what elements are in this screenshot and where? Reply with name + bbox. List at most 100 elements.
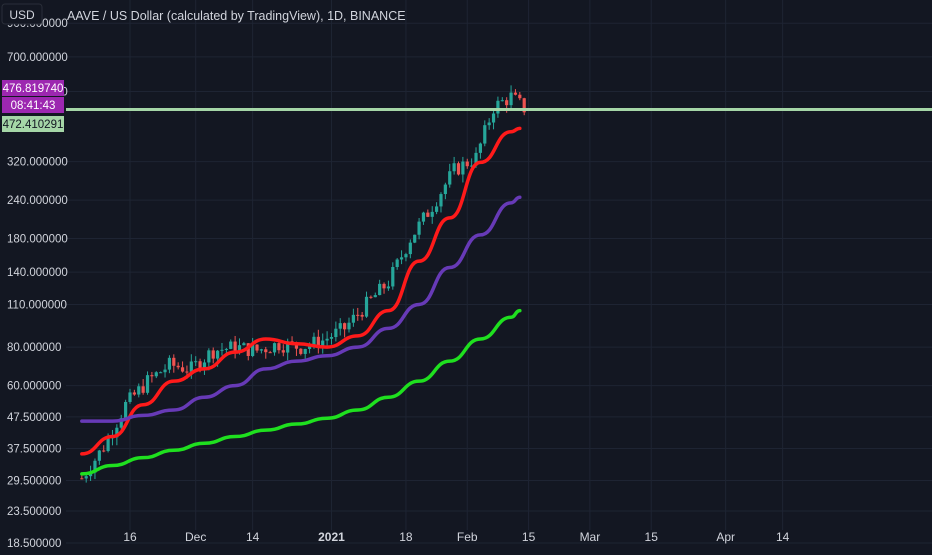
candle-body bbox=[439, 194, 443, 207]
candle-body bbox=[268, 352, 272, 354]
candle-body bbox=[426, 212, 430, 217]
candle-body bbox=[408, 242, 412, 255]
candle-body bbox=[180, 367, 185, 372]
currency-badge[interactable] bbox=[1, 3, 43, 25]
candle-body bbox=[172, 357, 176, 366]
candle-body bbox=[321, 340, 325, 349]
candle-body bbox=[202, 362, 207, 370]
candle-body bbox=[470, 165, 474, 167]
countdown-tag-bg bbox=[2, 97, 64, 113]
candle-body bbox=[395, 259, 399, 268]
ema-mid-line bbox=[80, 195, 522, 423]
candle-body bbox=[399, 257, 404, 260]
currency-label: USD bbox=[9, 8, 35, 22]
candle-body bbox=[491, 113, 496, 123]
time-tick-label: 15 bbox=[522, 530, 536, 544]
price-tick-label: 23.500000 bbox=[7, 506, 61, 518]
candle-body bbox=[132, 392, 136, 395]
candle-body bbox=[496, 100, 500, 114]
line-price-tag: 472.410291 bbox=[2, 116, 64, 132]
candle-body bbox=[137, 386, 141, 395]
candle-body bbox=[452, 163, 456, 172]
candle-body bbox=[84, 476, 88, 479]
candle-body bbox=[272, 343, 277, 353]
candle-body bbox=[299, 348, 303, 354]
candle-body bbox=[211, 350, 215, 359]
candle-body bbox=[281, 350, 285, 353]
price-tick-label: 700.000000 bbox=[7, 52, 68, 64]
candle-body bbox=[316, 336, 320, 349]
candle-body bbox=[150, 375, 154, 377]
candle-body bbox=[106, 437, 110, 452]
time-tick-label: 14 bbox=[246, 530, 260, 544]
candle-body bbox=[264, 349, 268, 353]
candle-body bbox=[378, 283, 382, 296]
candle-body bbox=[513, 92, 518, 95]
candle-body bbox=[194, 361, 198, 363]
candle-body bbox=[360, 314, 364, 317]
candle-body bbox=[185, 371, 189, 373]
price-tick-label: 240.000000 bbox=[7, 195, 68, 207]
candle-body bbox=[303, 348, 307, 354]
time-tick-label: 14 bbox=[776, 530, 790, 544]
ema-slow-line bbox=[80, 308, 522, 476]
time-tick-label: Apr bbox=[716, 530, 735, 544]
candle-body bbox=[347, 322, 351, 330]
candle-body bbox=[435, 206, 439, 212]
time-tick-label: 2021 bbox=[318, 530, 345, 544]
price-tick-label: 37.500000 bbox=[7, 443, 61, 455]
candle-body bbox=[207, 350, 211, 363]
candle-body bbox=[338, 323, 342, 329]
candle-body bbox=[154, 372, 158, 377]
last-price-tag: 476.819740 bbox=[2, 80, 64, 96]
candle-body bbox=[141, 386, 145, 393]
candle-body bbox=[115, 427, 119, 438]
candle-body bbox=[224, 348, 228, 350]
candle-body bbox=[93, 460, 97, 473]
candle-body bbox=[312, 336, 316, 346]
candle-body bbox=[413, 234, 417, 243]
candle-body bbox=[124, 401, 128, 419]
candle-body bbox=[216, 350, 220, 359]
candle-body bbox=[325, 338, 329, 341]
time-tick-label: Mar bbox=[580, 530, 601, 544]
price-tick-label: 110.000000 bbox=[7, 299, 67, 311]
candle-body bbox=[237, 345, 242, 353]
candle-body bbox=[478, 143, 482, 153]
time-tick-label: 18 bbox=[399, 530, 413, 544]
price-tick-label: 47.500000 bbox=[7, 412, 61, 424]
candle-body bbox=[430, 211, 434, 217]
candle-body bbox=[382, 283, 386, 289]
candle-body bbox=[509, 92, 513, 106]
candle-body bbox=[505, 100, 509, 106]
candle-body bbox=[391, 267, 395, 287]
candle-body bbox=[307, 345, 312, 349]
candle-body bbox=[487, 122, 491, 126]
candle-body bbox=[119, 418, 123, 428]
candle-body bbox=[233, 341, 237, 353]
candle-body bbox=[417, 221, 421, 235]
price-tick-label: 180.000000 bbox=[7, 234, 68, 246]
price-tick-label: 80.000000 bbox=[7, 342, 61, 354]
candle-body bbox=[220, 349, 224, 351]
moving-average-lines bbox=[80, 126, 522, 476]
price-tick-label: 18.500000 bbox=[7, 538, 61, 550]
candle-body bbox=[246, 343, 250, 356]
candle-body bbox=[483, 125, 487, 144]
candle-body bbox=[286, 341, 290, 353]
candle-body bbox=[356, 314, 360, 316]
candle-body bbox=[421, 212, 426, 222]
candle-body bbox=[97, 450, 101, 461]
candle-body bbox=[448, 171, 452, 185]
price-tick-label: 60.000000 bbox=[7, 381, 61, 393]
last-price-tag-bg bbox=[2, 80, 64, 96]
last-price-label: 476.819740 bbox=[3, 83, 64, 95]
candle-body bbox=[343, 323, 347, 330]
time-axis[interactable]: 16 Dec 14 2021 18 Feb 15 Mar 15 Apr 14 bbox=[123, 530, 789, 544]
candlestick-series bbox=[80, 85, 526, 483]
countdown-label: 08:41:43 bbox=[11, 100, 56, 112]
ema-fast-line bbox=[80, 126, 522, 456]
